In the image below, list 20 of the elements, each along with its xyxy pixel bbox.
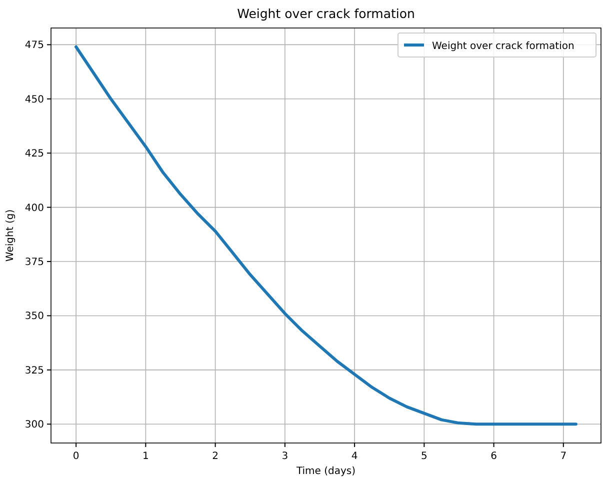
x-tick-label: 7 xyxy=(560,451,567,462)
y-tick-label: 400 xyxy=(24,202,44,214)
chart-title: Weight over crack formation xyxy=(237,6,415,21)
x-axis-title: Time (days) xyxy=(295,466,356,477)
y-tick-label: 300 xyxy=(24,420,44,431)
y-tick-label: 325 xyxy=(24,365,44,376)
y-tick-label: 350 xyxy=(24,311,44,322)
x-tick-label: 6 xyxy=(490,451,497,462)
y-axis-title: Weight (g) xyxy=(5,209,16,262)
x-tick-label: 2 xyxy=(212,451,218,462)
x-tick-label: 3 xyxy=(282,451,288,462)
x-tick-label: 0 xyxy=(72,451,80,462)
y-tick-label: 425 xyxy=(24,148,44,160)
legend-label: Weight over crack formation xyxy=(432,41,574,52)
x-tick-label: 4 xyxy=(351,451,358,462)
x-tick-label: 1 xyxy=(142,451,149,462)
y-tick-label: 375 xyxy=(24,257,44,268)
x-tick-label: 5 xyxy=(420,451,428,462)
y-tick-label: 450 xyxy=(24,94,44,106)
y-tick-label: 475 xyxy=(24,40,44,52)
